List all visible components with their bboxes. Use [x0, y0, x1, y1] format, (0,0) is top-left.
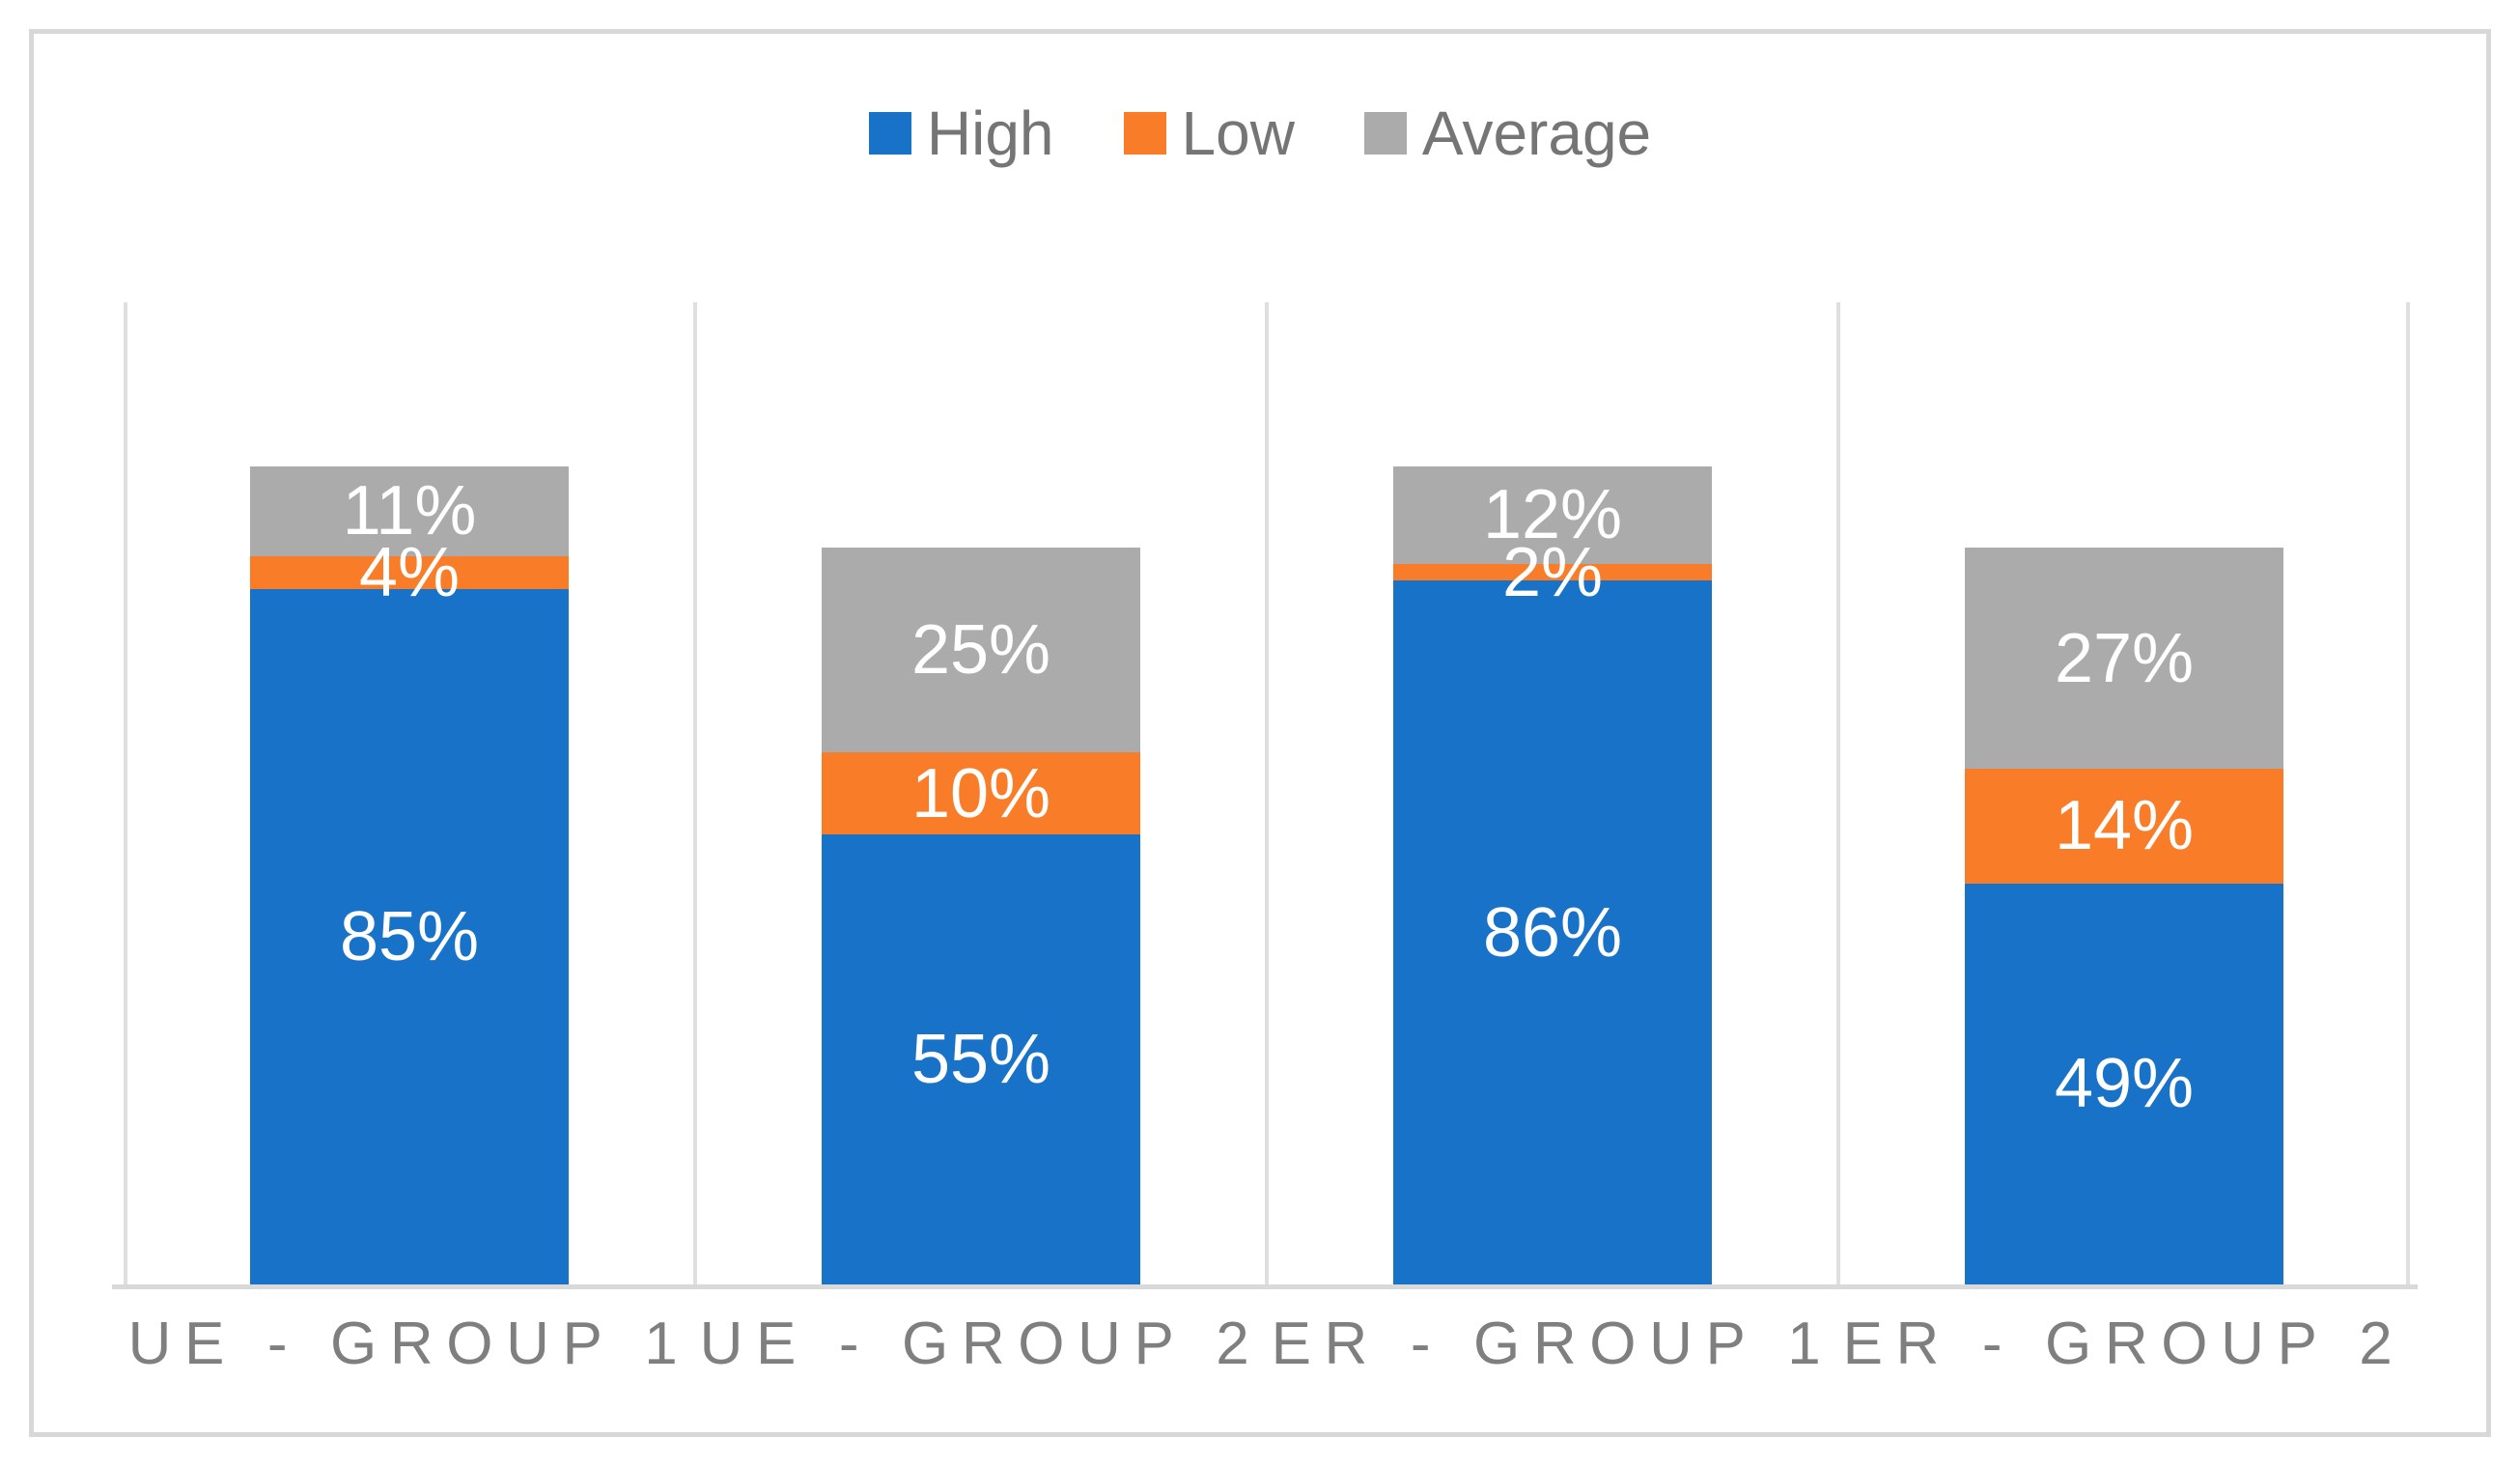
- bar-segment-low: 10%: [822, 752, 1140, 834]
- legend-item-low: Low: [1123, 99, 1295, 168]
- bar-segment-high: 86%: [1393, 580, 1712, 1284]
- gridline: [2406, 302, 2410, 1284]
- category-label: UE - GROUP 2: [699, 1311, 1263, 1377]
- data-label: 12%: [1482, 476, 1623, 554]
- legend-label-high: High: [926, 99, 1054, 168]
- bar-segment-low: 14%: [1965, 769, 2283, 884]
- data-label: 14%: [2054, 787, 2195, 865]
- bar-segment-high: 55%: [822, 833, 1140, 1284]
- legend-item-average: Average: [1363, 99, 1652, 168]
- bar-segment-average: 11%: [250, 465, 569, 556]
- chart-frame-border: [29, 29, 2491, 1437]
- legend-swatch-high: [868, 112, 911, 155]
- stacked-bar: 86% 2% 12%: [1393, 302, 1712, 1284]
- data-label: 55%: [910, 1020, 1051, 1098]
- data-label: 85%: [339, 897, 480, 975]
- bar-segment-high: 49%: [1965, 883, 2283, 1284]
- data-label: 86%: [1482, 893, 1623, 972]
- bar-segment-low: 2%: [1393, 538, 1712, 607]
- gridline: [124, 302, 127, 1284]
- category-label: UE - GROUP 1: [127, 1311, 691, 1377]
- bars-layer: 85% 4% 11% 55% 10% 25% 86% 2% 12% 49% 14% 27%: [124, 302, 2410, 1284]
- stacked-bar: 55% 10% 25%: [822, 302, 1140, 1284]
- legend-swatch-average: [1363, 112, 1407, 155]
- bar-segment-low: 4%: [250, 538, 569, 607]
- stacked-bar: 49% 14% 27%: [1965, 302, 2283, 1284]
- legend-label-average: Average: [1421, 99, 1652, 168]
- gridline: [693, 302, 697, 1284]
- data-label: 27%: [2054, 619, 2195, 697]
- legend: High Low Average: [0, 102, 2520, 164]
- gridline: [1836, 302, 1840, 1284]
- x-axis-line: [112, 1284, 2418, 1289]
- gridline: [1265, 302, 1269, 1284]
- data-label: 25%: [910, 611, 1051, 690]
- category-label: ER - GROUP 2: [1842, 1311, 2406, 1377]
- stacked-bar: 85% 4% 11%: [250, 302, 569, 1284]
- data-label: 4%: [358, 533, 461, 611]
- legend-item-high: High: [868, 99, 1054, 168]
- bar-segment-average: 12%: [1393, 465, 1712, 565]
- bar-segment-high: 85%: [250, 588, 569, 1284]
- data-label: 49%: [2054, 1045, 2195, 1123]
- category-axis: UE - GROUP 1 UE - GROUP 2 ER - GROUP 1 E…: [124, 1310, 2410, 1379]
- data-label: 10%: [910, 754, 1051, 832]
- data-label: 11%: [342, 472, 477, 550]
- legend-label-low: Low: [1181, 99, 1295, 168]
- legend-swatch-low: [1123, 112, 1166, 155]
- bar-segment-average: 27%: [1965, 548, 2283, 770]
- bar-segment-average: 25%: [822, 548, 1140, 753]
- category-label: ER - GROUP 1: [1271, 1311, 1834, 1377]
- plot-area: 85% 4% 11% 55% 10% 25% 86% 2% 12% 49% 14% 27%: [112, 302, 2418, 1289]
- data-label: 2%: [1501, 533, 1604, 611]
